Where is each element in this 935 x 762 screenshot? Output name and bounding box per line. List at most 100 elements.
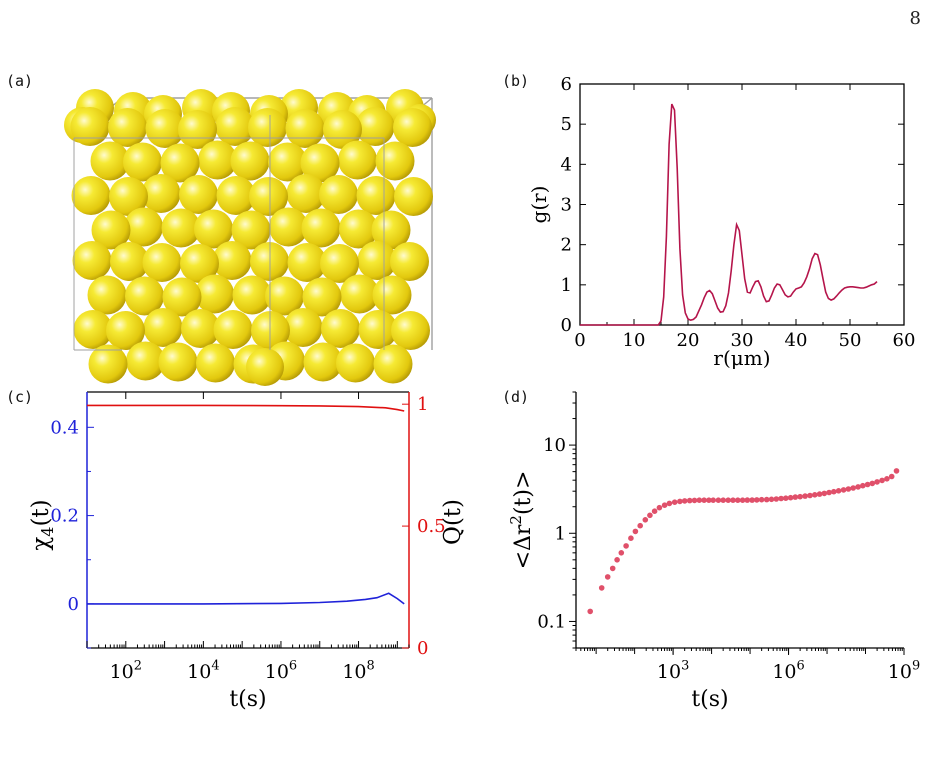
- y-tick-label: 1: [561, 275, 572, 296]
- sphere: [269, 207, 308, 247]
- sphere: [323, 110, 362, 149]
- sphere: [158, 342, 198, 382]
- sphere: [108, 108, 147, 147]
- sphere: [371, 210, 411, 250]
- sphere: [180, 244, 219, 283]
- sphere: [356, 176, 396, 215]
- sphere: [142, 243, 182, 282]
- sphere: [248, 108, 287, 147]
- msd-point: [893, 468, 900, 474]
- msd-point: [710, 497, 716, 504]
- panel-label-c: (c): [6, 388, 34, 406]
- msd-point: [677, 498, 683, 505]
- y-tick-label: 1: [555, 523, 566, 544]
- sphere: [143, 308, 183, 347]
- msd-point: [614, 557, 620, 563]
- msd-point: [864, 481, 871, 488]
- msd-point: [744, 497, 751, 503]
- sphere: [110, 242, 149, 281]
- msd-point: [888, 473, 895, 480]
- msd-point: [754, 497, 760, 503]
- msd-point: [686, 497, 693, 504]
- x-tick-label: 0: [574, 330, 585, 351]
- sphere: [286, 174, 326, 213]
- y-tick-label: 6: [561, 74, 572, 95]
- sphere: [375, 141, 415, 181]
- sphere: [72, 241, 112, 280]
- sphere: [393, 108, 432, 147]
- sphere: [358, 310, 398, 349]
- msd-point: [725, 497, 731, 504]
- sphere: [215, 107, 255, 146]
- msd-point: [623, 543, 629, 549]
- sphere: [321, 309, 360, 348]
- sphere: [339, 209, 378, 249]
- sphere-packing-render: [64, 89, 436, 386]
- msd-point: [730, 497, 736, 504]
- msd-point: [826, 489, 832, 496]
- sphere: [73, 310, 113, 349]
- sphere: [340, 274, 379, 314]
- y-tick-label: 4: [561, 154, 572, 175]
- msd-point: [807, 492, 813, 499]
- msd-point: [850, 485, 856, 491]
- x-tick-label: 30: [731, 330, 754, 351]
- sphere: [181, 309, 220, 348]
- msd-point: [642, 517, 649, 523]
- msd-point: [706, 497, 712, 504]
- sphere: [230, 141, 270, 181]
- x-tick-label: 109: [888, 658, 920, 683]
- msd-point: [598, 585, 605, 591]
- msd-point: [632, 528, 639, 535]
- y-left-tick-label: 0.4: [50, 417, 79, 438]
- msd-point: [720, 497, 726, 504]
- msd-point: [778, 495, 784, 502]
- msd-point: [739, 497, 746, 504]
- x-tick-label: 10: [623, 330, 646, 351]
- sphere: [198, 140, 237, 180]
- sphere: [216, 176, 256, 215]
- sphere: [141, 174, 181, 213]
- sphere: [338, 140, 377, 180]
- radial-distribution-chart: 0 10 20 30 40 50 60 0 1 2 3 4 5 6 r(μm) g(r): [527, 74, 915, 370]
- sphere: [87, 275, 127, 315]
- x-tick-label: 20: [677, 330, 700, 351]
- msd-point: [749, 497, 755, 503]
- msd-point: [821, 490, 828, 497]
- y-right-tick-label: 1: [417, 394, 428, 415]
- msd-point: [691, 497, 698, 504]
- msd-point: [816, 491, 823, 497]
- msd-point: [874, 479, 880, 485]
- sphere: [268, 142, 307, 182]
- sphere: [300, 143, 340, 183]
- chi4-series-line: [87, 592, 405, 605]
- msd-point: [768, 496, 775, 503]
- msd-point: [792, 494, 799, 500]
- sphere: [106, 311, 145, 350]
- msd-point: [735, 497, 741, 504]
- msd-point: [671, 499, 678, 506]
- x-axis-label: t(s): [691, 687, 728, 712]
- y-right-axis-label: Q(t): [440, 499, 466, 545]
- sphere: [301, 208, 341, 248]
- sphere: [246, 348, 284, 386]
- msd-point: [783, 495, 789, 502]
- y-right-tick-label: 0: [417, 638, 428, 659]
- x-tick-label: 106: [772, 658, 804, 683]
- msd-point: [661, 502, 668, 509]
- x-axis-label: r(μm): [713, 346, 770, 370]
- sphere: [249, 177, 288, 216]
- sphere: [213, 310, 253, 349]
- sphere: [194, 209, 233, 249]
- msd-point: [763, 496, 770, 503]
- sphere: [160, 143, 200, 183]
- y-axis-label: <Δr2(t)>: [507, 471, 536, 570]
- sphere: [390, 242, 429, 281]
- sphere: [265, 276, 304, 316]
- sphere: [357, 241, 397, 280]
- x-tick-label: 40: [785, 330, 808, 351]
- msd-point: [787, 494, 794, 501]
- sphere: [373, 344, 413, 384]
- panel-label-d: (d): [502, 388, 530, 406]
